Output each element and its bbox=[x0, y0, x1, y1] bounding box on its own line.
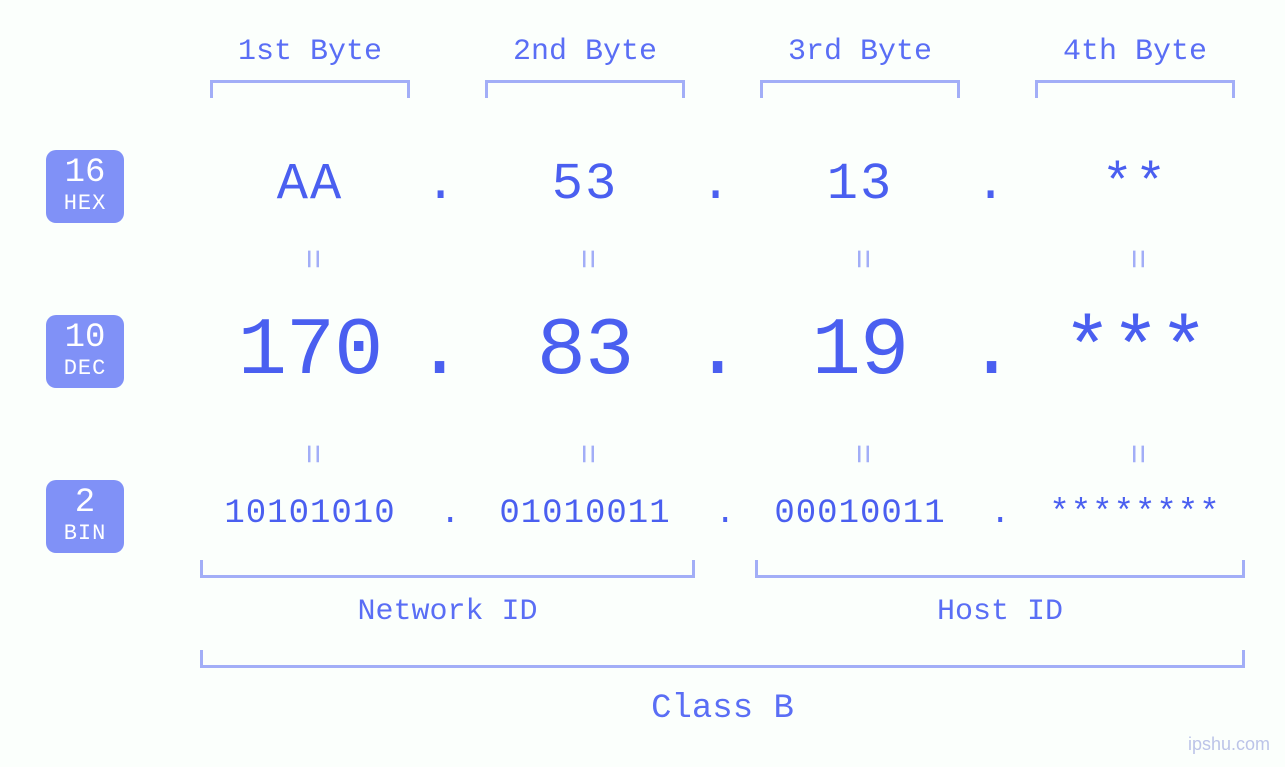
dec-badge: 10 DEC bbox=[46, 315, 124, 388]
eq-dec-bin-2: = bbox=[566, 439, 604, 469]
hex-byte-1: AA bbox=[210, 155, 410, 214]
byte-header-4: 4th Byte bbox=[1035, 35, 1235, 69]
byte1-bracket bbox=[210, 80, 410, 98]
bin-byte-4: ******** bbox=[1020, 495, 1250, 533]
byte-header-3: 3rd Byte bbox=[760, 35, 960, 69]
hex-dot-1: . bbox=[425, 155, 456, 214]
eq-dec-bin-3: = bbox=[841, 439, 879, 469]
bin-byte-1: 10101010 bbox=[195, 495, 425, 533]
eq-dec-bin-1: = bbox=[291, 439, 329, 469]
host-id-bracket bbox=[755, 560, 1245, 578]
byte2-bracket bbox=[485, 80, 685, 98]
dec-dot-3: . bbox=[967, 305, 1016, 398]
eq-hex-dec-4: = bbox=[1116, 244, 1154, 274]
hex-byte-3: 13 bbox=[760, 155, 960, 214]
byte-header-1: 1st Byte bbox=[210, 35, 410, 69]
byte-header-2: 2nd Byte bbox=[485, 35, 685, 69]
bin-dot-3: . bbox=[990, 495, 1010, 533]
dec-byte-4: *** bbox=[1035, 305, 1235, 398]
watermark: ipshu.com bbox=[1188, 734, 1270, 755]
hex-dot-2: . bbox=[700, 155, 731, 214]
eq-dec-bin-4: = bbox=[1116, 439, 1154, 469]
dec-byte-3: 19 bbox=[760, 305, 960, 398]
class-label: Class B bbox=[200, 690, 1245, 728]
class-bracket bbox=[200, 650, 1245, 668]
bin-byte-3: 00010011 bbox=[745, 495, 975, 533]
hex-badge: 16 HEX bbox=[46, 150, 124, 223]
hex-badge-num: 16 bbox=[46, 156, 124, 192]
dec-dot-1: . bbox=[415, 305, 464, 398]
dec-badge-num: 10 bbox=[46, 321, 124, 357]
host-id-label: Host ID bbox=[755, 595, 1245, 629]
network-id-bracket bbox=[200, 560, 695, 578]
hex-byte-4: ** bbox=[1035, 155, 1235, 214]
bin-badge-num: 2 bbox=[46, 486, 124, 522]
hex-byte-2: 53 bbox=[485, 155, 685, 214]
eq-hex-dec-2: = bbox=[566, 244, 604, 274]
dec-dot-2: . bbox=[693, 305, 742, 398]
byte3-bracket bbox=[760, 80, 960, 98]
bin-badge: 2 BIN bbox=[46, 480, 124, 553]
hex-badge-txt: HEX bbox=[46, 192, 124, 215]
eq-hex-dec-1: = bbox=[291, 244, 329, 274]
bin-badge-txt: BIN bbox=[46, 522, 124, 545]
bin-byte-2: 01010011 bbox=[470, 495, 700, 533]
bin-dot-2: . bbox=[715, 495, 735, 533]
bin-dot-1: . bbox=[440, 495, 460, 533]
dec-byte-1: 170 bbox=[210, 305, 410, 398]
network-id-label: Network ID bbox=[200, 595, 695, 629]
dec-badge-txt: DEC bbox=[46, 357, 124, 380]
hex-dot-3: . bbox=[975, 155, 1006, 214]
byte4-bracket bbox=[1035, 80, 1235, 98]
eq-hex-dec-3: = bbox=[841, 244, 879, 274]
dec-byte-2: 83 bbox=[485, 305, 685, 398]
